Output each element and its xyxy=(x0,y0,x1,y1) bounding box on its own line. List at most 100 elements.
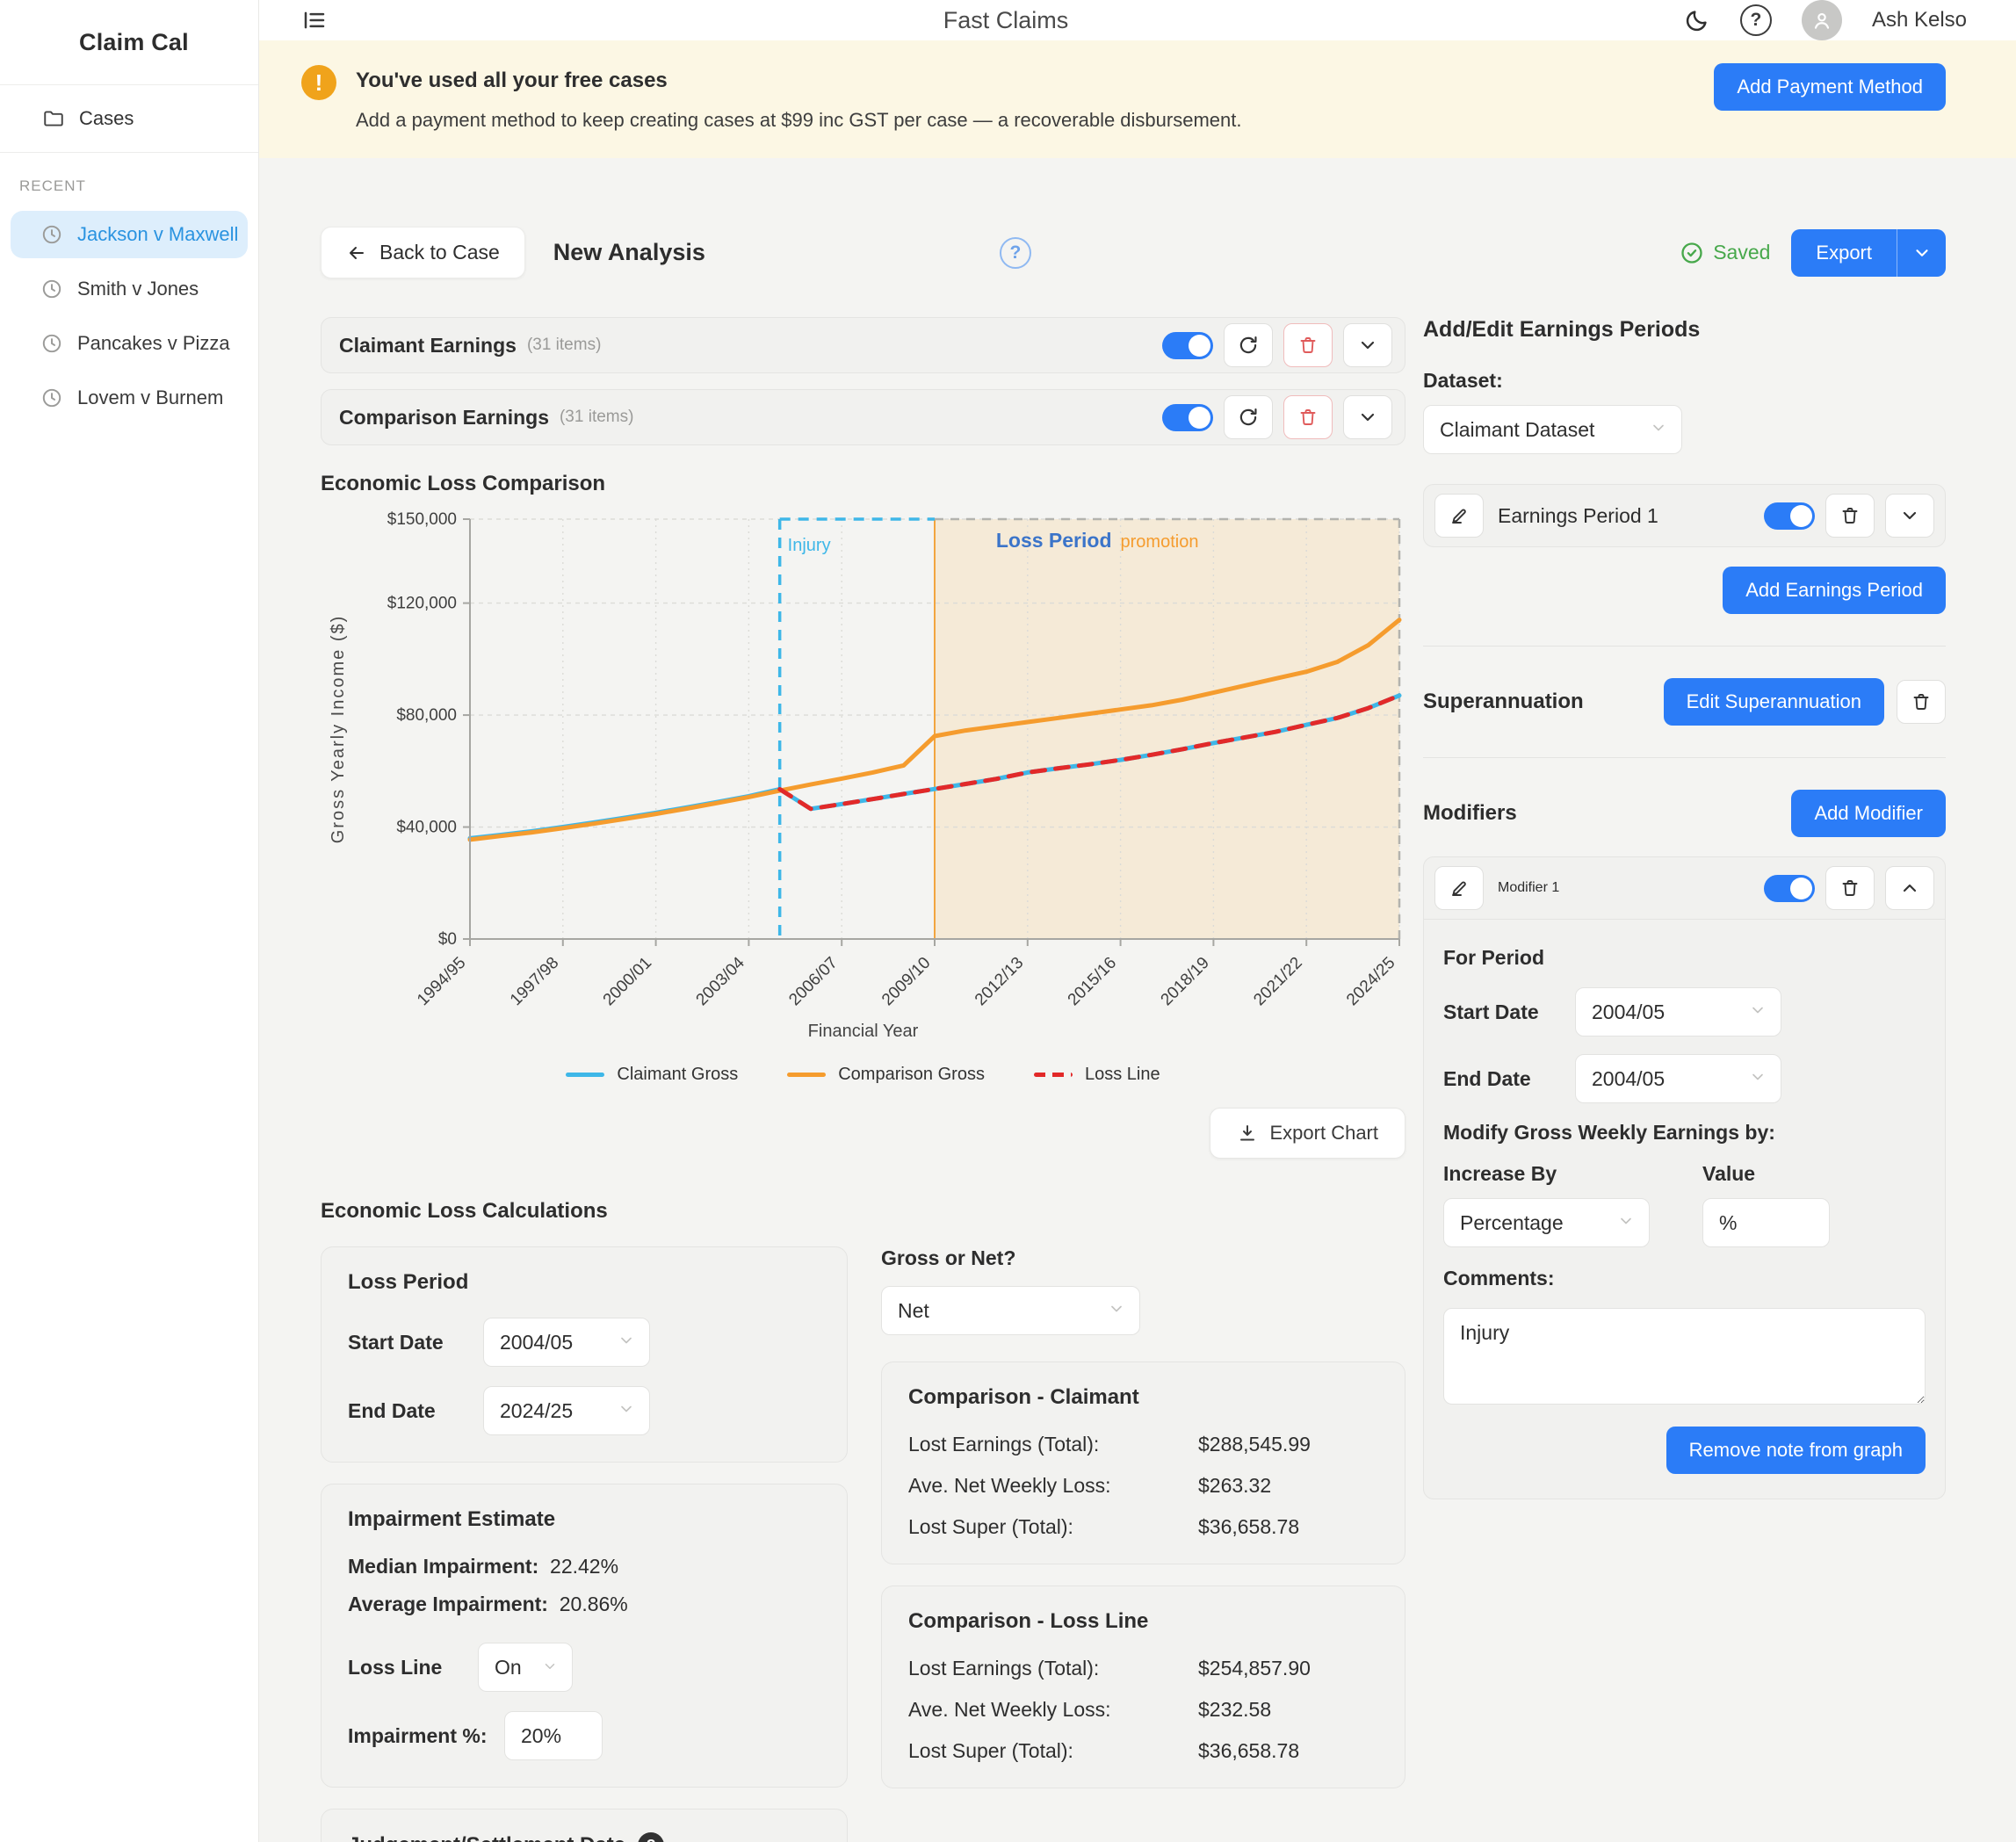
comments-label: Comments: xyxy=(1443,1267,1555,1289)
impairment-card: Impairment Estimate Median Impairment: 2… xyxy=(321,1484,848,1788)
modifier-end-select[interactable]: 2004/05 xyxy=(1575,1054,1781,1103)
earnings-period-toggle[interactable] xyxy=(1764,502,1815,530)
clock-icon xyxy=(40,223,63,246)
loss-line-select[interactable]: On xyxy=(478,1643,573,1692)
edit-superannuation-button[interactable]: Edit Superannuation xyxy=(1663,678,1884,726)
svg-text:$0: $0 xyxy=(438,930,457,949)
start-date-label: Start Date xyxy=(348,1330,444,1354)
sidebar-item-case[interactable]: Jackson v Maxwell xyxy=(11,211,248,258)
impairment-pct-input[interactable] xyxy=(504,1711,603,1760)
chevron-down-icon xyxy=(1108,1299,1125,1323)
svg-text:$120,000: $120,000 xyxy=(387,595,457,613)
banner-subtitle: Add a payment method to keep creating ca… xyxy=(356,109,1242,131)
gross-or-net-select[interactable]: Net xyxy=(881,1286,1140,1335)
sidebar-item-case[interactable]: Lovem v Burnem xyxy=(11,374,248,422)
modifier-start-value: 2004/05 xyxy=(1592,1000,1666,1023)
back-to-case-button[interactable]: Back to Case xyxy=(321,227,525,278)
sidebar-toggle-icon[interactable] xyxy=(301,7,328,33)
modifier-label: Modifier 1 xyxy=(1498,880,1560,895)
increase-by-select[interactable]: Percentage xyxy=(1443,1198,1650,1247)
delete-dataset-button[interactable] xyxy=(1283,323,1333,367)
edit-period-button[interactable] xyxy=(1434,494,1484,538)
stat-value: $232.58 xyxy=(1198,1698,1272,1721)
chart-legend: Claimant Gross Comparison Gross Loss Lin… xyxy=(321,1065,1405,1085)
modifier-start-select[interactable]: 2004/05 xyxy=(1575,987,1781,1037)
edit-modifier-button[interactable] xyxy=(1434,866,1484,910)
svg-text:2003/04: 2003/04 xyxy=(693,953,749,1009)
divider xyxy=(1423,646,1946,647)
refresh-button[interactable] xyxy=(1224,395,1273,439)
modifier-toggle[interactable] xyxy=(1764,874,1815,902)
app-title: Fast Claims xyxy=(943,6,1069,33)
sidebar-item-cases[interactable]: Cases xyxy=(0,84,258,153)
banner-title: You've used all your free cases xyxy=(356,69,668,92)
chevron-down-icon xyxy=(1749,1067,1767,1091)
download-icon xyxy=(1237,1123,1258,1144)
export-button[interactable]: Export xyxy=(1791,228,1946,277)
dataset-label: Claimant Earnings xyxy=(339,333,517,357)
loss-period-start-select[interactable]: 2004/05 xyxy=(483,1318,650,1367)
impairment-heading: Impairment Estimate xyxy=(348,1507,556,1531)
chart-title: Economic Loss Comparison xyxy=(321,472,606,495)
modifier-value-input[interactable] xyxy=(1702,1198,1830,1247)
loss-period-heading: Loss Period xyxy=(348,1270,469,1294)
dark-mode-icon[interactable] xyxy=(1684,7,1710,33)
arrow-left-icon xyxy=(346,242,367,264)
user-name[interactable]: Ash Kelso xyxy=(1871,8,1967,32)
svg-text:Gross Yearly Income ($): Gross Yearly Income ($) xyxy=(329,615,348,844)
svg-text:2009/10: 2009/10 xyxy=(878,954,934,1009)
delete-period-button[interactable] xyxy=(1825,494,1875,538)
claimant-earnings-toggle[interactable] xyxy=(1162,331,1213,359)
recent-label: RECENT xyxy=(19,177,86,194)
dataset-select[interactable]: Claimant Dataset xyxy=(1423,405,1682,454)
modifiers-label: Modifiers xyxy=(1423,801,1517,825)
sidebar-item-case[interactable]: Pancakes v Pizza xyxy=(11,320,248,367)
loss-period-end-select[interactable]: 2024/25 xyxy=(483,1386,650,1435)
export-chart-button[interactable]: Export Chart xyxy=(1209,1108,1405,1159)
modifier-body: For Period Start Date 2004/05 End Date xyxy=(1424,920,1945,1499)
avatar[interactable] xyxy=(1801,0,1842,40)
case-label: Lovem v Burnem xyxy=(77,386,224,408)
dataset-select-value: Claimant Dataset xyxy=(1440,417,1595,441)
judgement-help-icon[interactable]: ? xyxy=(638,1832,665,1842)
legend-comparison-gross: Comparison Gross xyxy=(787,1065,985,1085)
delete-dataset-button[interactable] xyxy=(1283,395,1333,439)
sidebar-item-case[interactable]: Smith v Jones xyxy=(11,265,248,313)
folder-icon xyxy=(42,107,65,130)
svg-text:2018/19: 2018/19 xyxy=(1158,954,1213,1009)
case-label: Jackson v Maxwell xyxy=(77,223,239,245)
claimant-line-swatch xyxy=(566,1073,605,1077)
loss-period-end-value: 2024/25 xyxy=(500,1398,574,1422)
analysis-help-icon[interactable]: ? xyxy=(999,236,1031,269)
loss-line-swatch xyxy=(1033,1073,1073,1077)
export-caret-button[interactable] xyxy=(1897,228,1946,277)
add-modifier-button[interactable]: Add Modifier xyxy=(1791,790,1946,837)
stat-label: Lost Earnings (Total): xyxy=(908,1433,1100,1456)
expand-period-button[interactable] xyxy=(1885,494,1934,538)
top-header: Fast Claims ? Ash Kelso xyxy=(259,0,2016,40)
add-payment-method-button[interactable]: Add Payment Method xyxy=(1714,63,1946,111)
comparison-line-swatch xyxy=(787,1073,827,1077)
svg-text:$150,000: $150,000 xyxy=(387,510,457,529)
svg-text:2021/22: 2021/22 xyxy=(1250,954,1305,1009)
for-period-label: For Period xyxy=(1443,946,1545,969)
analysis-column: Claimant Earnings (31 items) xyxy=(321,317,1405,1842)
check-circle-icon xyxy=(1680,241,1704,265)
sidebar-cases-label: Cases xyxy=(79,107,134,129)
chevron-down-icon xyxy=(1617,1211,1635,1235)
help-icon[interactable]: ? xyxy=(1739,4,1772,36)
main-area: Fast Claims ? Ash Kelso ! You've used al… xyxy=(259,0,2016,1842)
remove-note-button[interactable]: Remove note from graph xyxy=(1666,1427,1926,1474)
collapse-modifier-button[interactable] xyxy=(1885,866,1934,910)
delete-superannuation-button[interactable] xyxy=(1897,680,1946,724)
comparison-earnings-toggle[interactable] xyxy=(1162,403,1213,431)
add-earnings-period-button[interactable]: Add Earnings Period xyxy=(1723,567,1946,614)
median-impairment-label: Median Impairment: xyxy=(348,1555,539,1578)
expand-dataset-button[interactable] xyxy=(1343,323,1392,367)
comparison-loss-line-card: Comparison - Loss Line Lost Earnings (To… xyxy=(881,1586,1405,1788)
delete-modifier-button[interactable] xyxy=(1825,866,1875,910)
expand-dataset-button[interactable] xyxy=(1343,395,1392,439)
comments-textarea[interactable]: Injury xyxy=(1443,1308,1926,1405)
refresh-button[interactable] xyxy=(1224,323,1273,367)
